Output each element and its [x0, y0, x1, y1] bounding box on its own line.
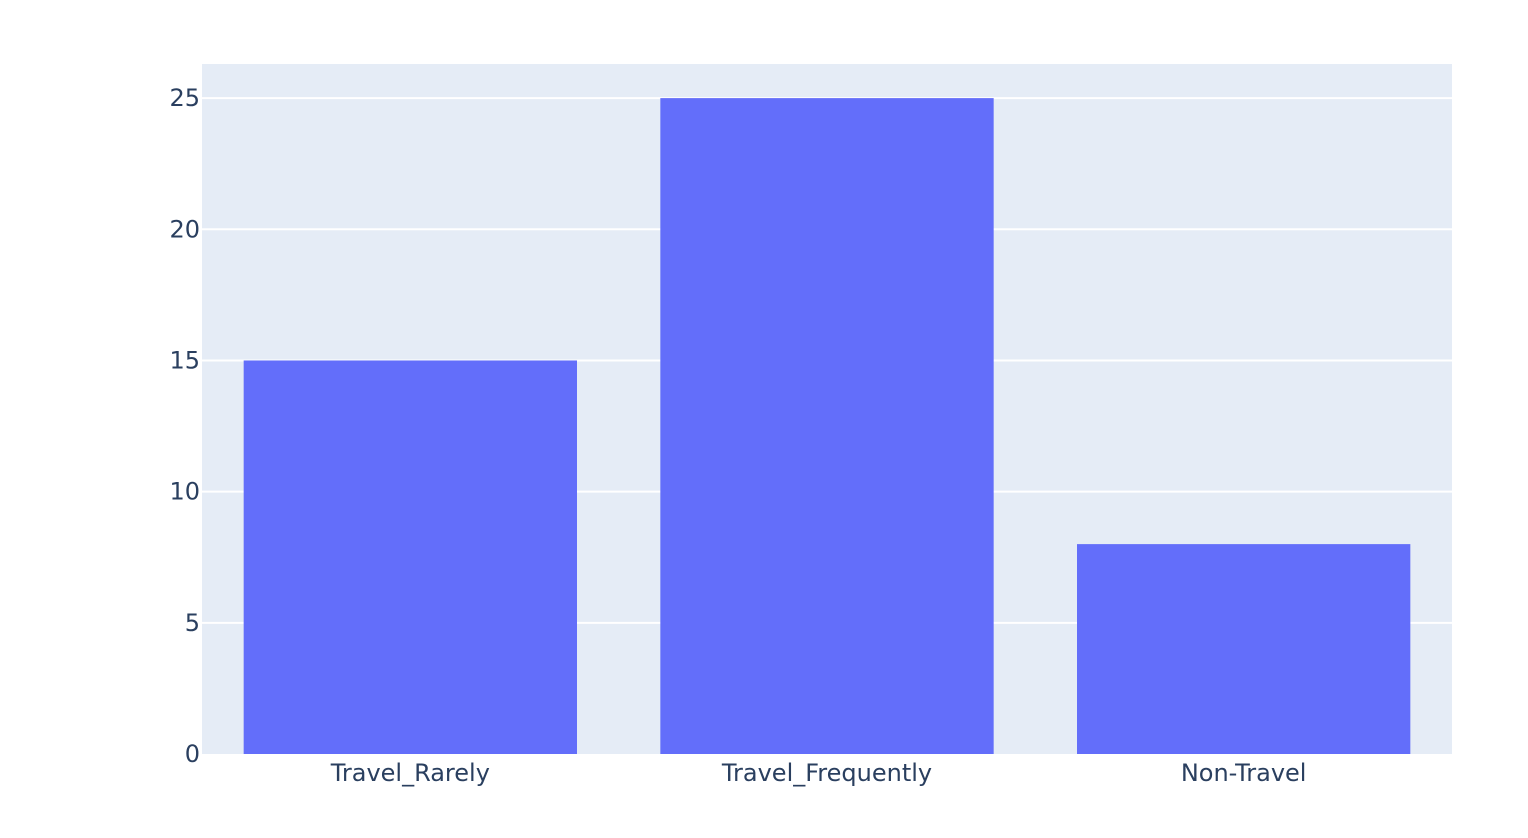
bars	[243, 98, 1411, 755]
y-tick-label: 25	[169, 84, 200, 112]
y-axis-tick-labels: 0 5 10 15 20 25	[169, 84, 200, 768]
x-tick-label: Travel_Frequently	[721, 759, 932, 787]
y-tick-label: 15	[169, 346, 200, 374]
x-tick-label: Non-Travel	[1181, 759, 1307, 787]
y-tick-label: 5	[185, 609, 200, 637]
y-tick-label: 0	[185, 740, 200, 768]
x-tick-label: Travel_Rarely	[330, 759, 490, 787]
bar-travel-rarely[interactable]	[243, 360, 577, 754]
y-tick-label: 20	[169, 215, 200, 243]
bar-non-travel[interactable]	[1077, 544, 1411, 754]
bar-travel-frequently[interactable]	[660, 98, 994, 755]
x-axis-tick-labels: Travel_Rarely Travel_Frequently Non-Travel	[330, 759, 1307, 787]
y-tick-label: 10	[169, 478, 200, 506]
